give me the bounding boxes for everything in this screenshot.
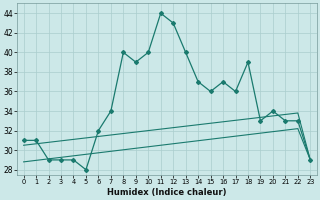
X-axis label: Humidex (Indice chaleur): Humidex (Indice chaleur) [107,188,227,197]
